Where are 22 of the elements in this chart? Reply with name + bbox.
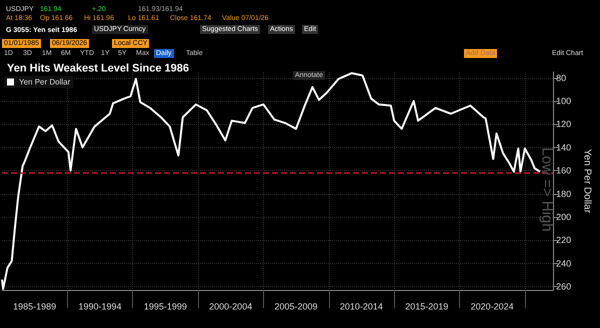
legend-label: Yen Per Dollar xyxy=(19,78,71,86)
annotation: Low => High xyxy=(538,147,556,232)
chart-title: Yen Hits Weakest Level Since 1986 xyxy=(7,62,190,74)
y-tick-label: 160 xyxy=(556,166,572,176)
x-tick-label: 2010-2014 xyxy=(340,302,383,312)
x-tick-label: 1990-1994 xyxy=(78,302,122,312)
x-tick-label: 1995-1999 xyxy=(144,302,187,312)
y-tick-label: 260 xyxy=(556,282,572,292)
x-tick-label: 2015-2019 xyxy=(405,302,448,312)
x-tick-label: 2020-2024 xyxy=(470,302,514,312)
y-tick-label: 140 xyxy=(556,142,572,152)
y-tick-label: 120 xyxy=(556,119,572,130)
x-tick-label: 2000-2004 xyxy=(209,302,252,312)
y-tick-label: 200 xyxy=(556,212,572,222)
x-tick-label: 1985-1989 xyxy=(13,302,56,312)
y-axis-title: Yen Per Dollar xyxy=(582,148,592,214)
y-tick-label: 180 xyxy=(556,188,572,199)
y-tick-label: 240 xyxy=(556,258,572,268)
y-tick-label: 100 xyxy=(556,96,572,106)
x-tick-label: 2005-2009 xyxy=(274,302,318,312)
y-tick-label: 80 xyxy=(556,72,566,83)
y-tick-label: 220 xyxy=(556,235,572,246)
